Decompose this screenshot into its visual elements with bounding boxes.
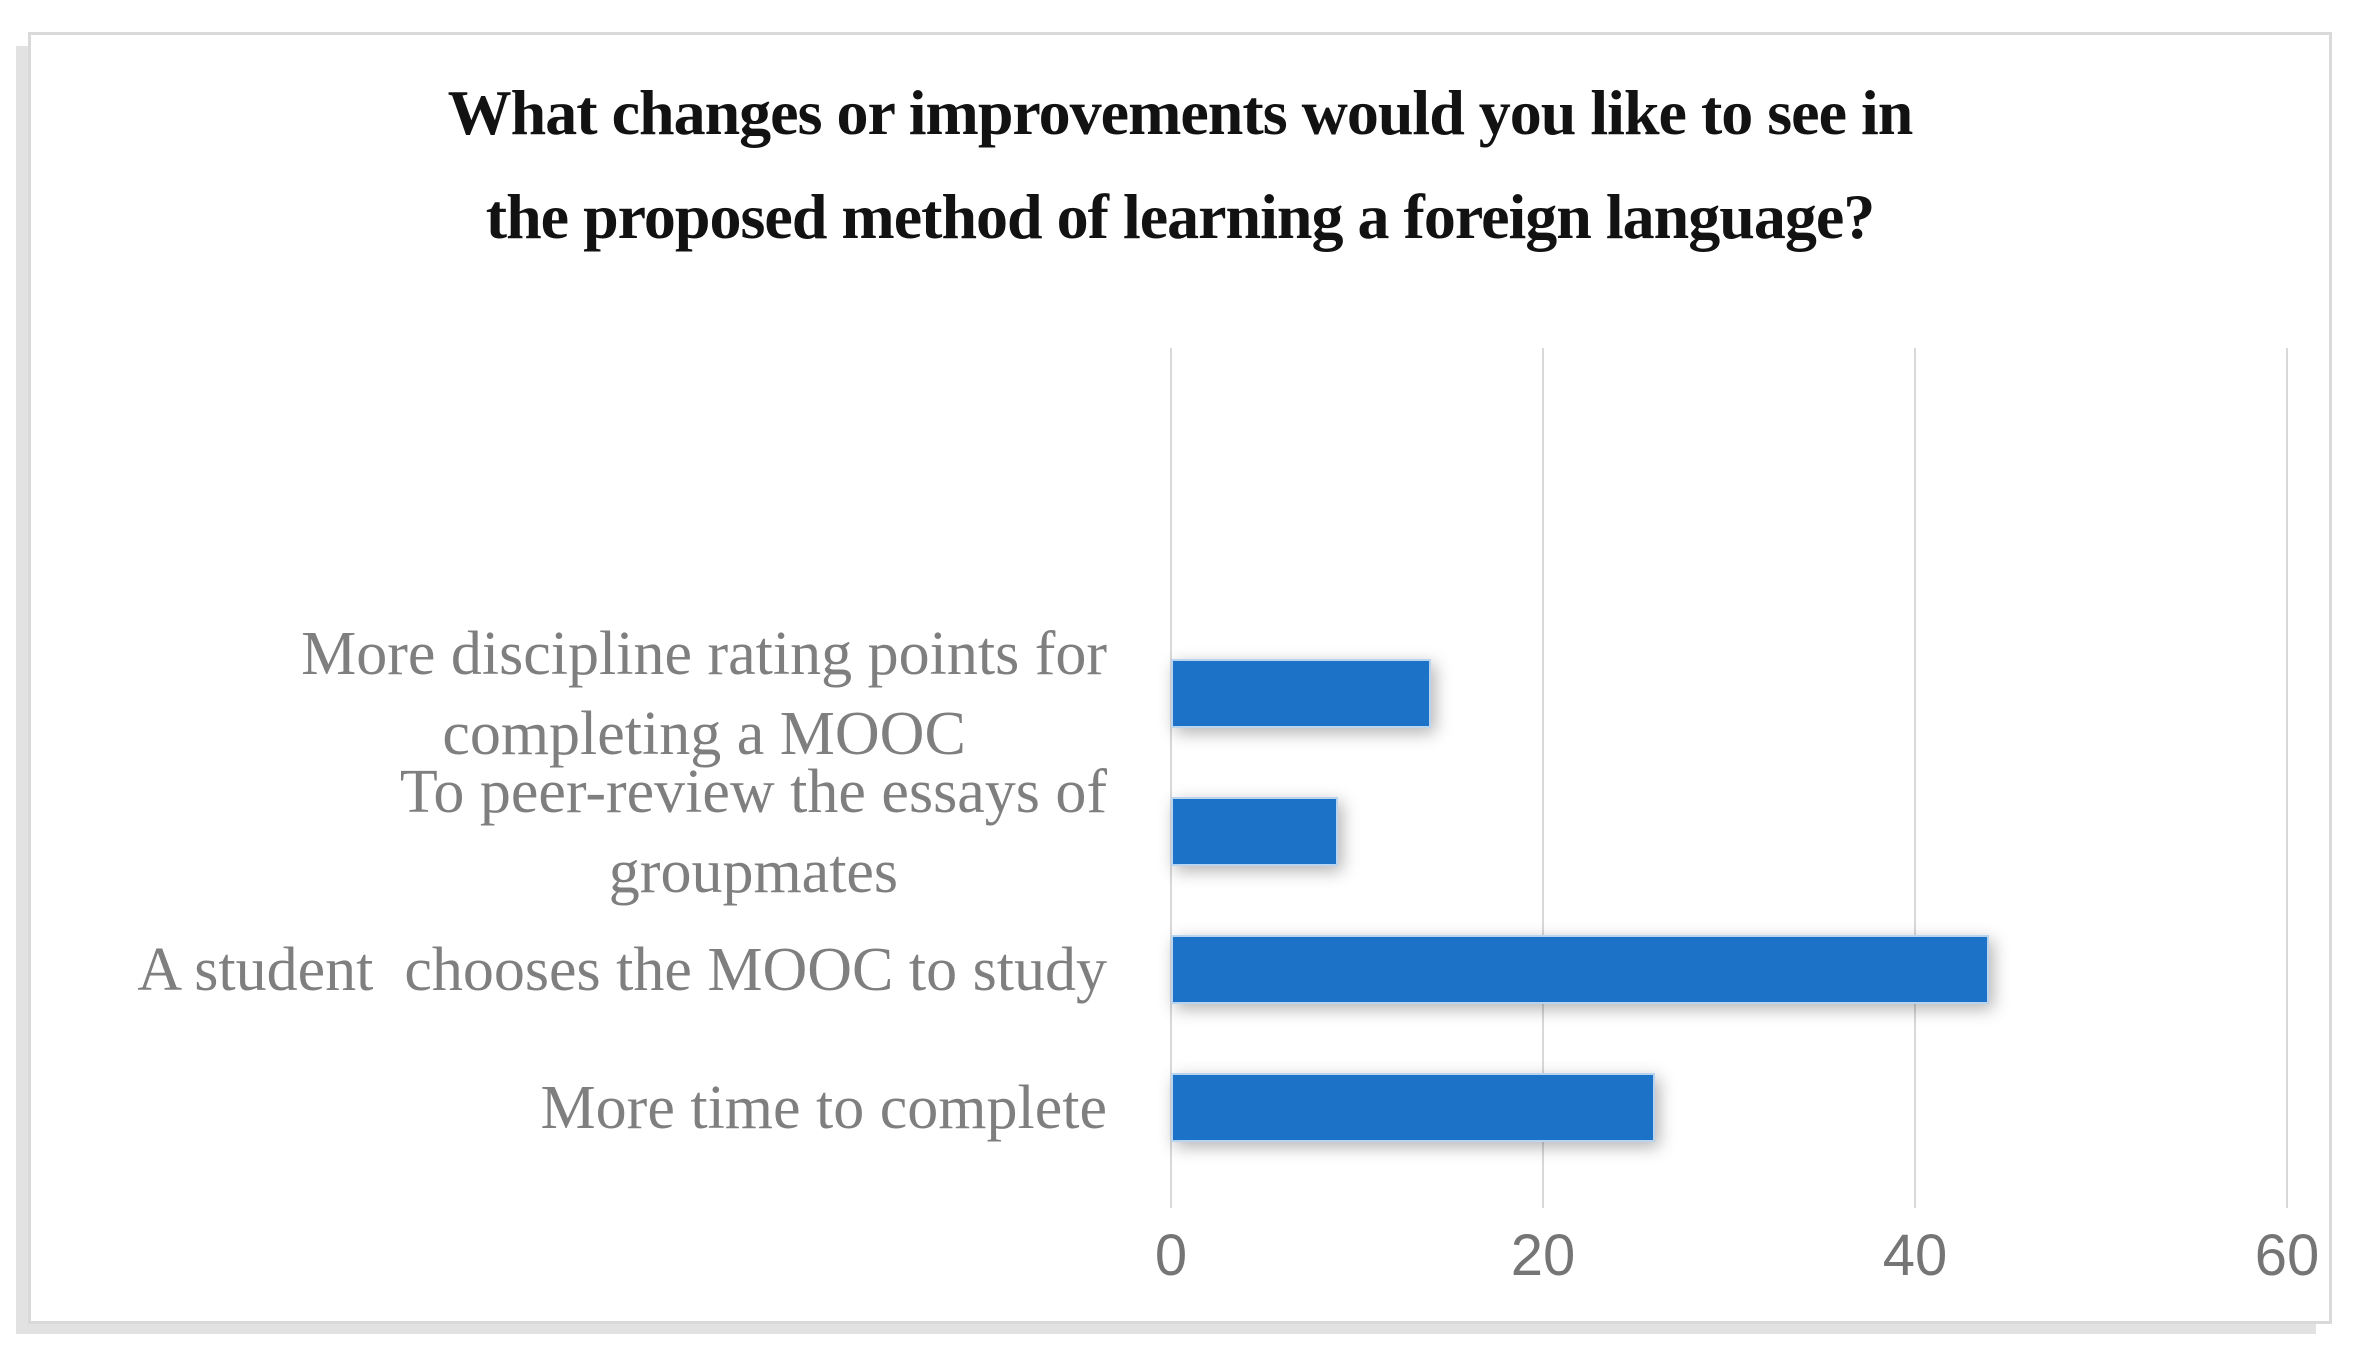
bar-student-chooses-mooc (1171, 935, 1989, 1004)
category-label-student-chooses-mooc: A student chooses the MOOC to study (0, 901, 1107, 1039)
category-label-text: More discipline rating points for comple… (301, 619, 1107, 768)
category-label-text: More time to complete (540, 1073, 1107, 1142)
gridline-x60 (2286, 348, 2288, 1208)
plot-area: More discipline rating points for comple… (31, 35, 2329, 1321)
chart-frame: What changes or improvements would you l… (28, 32, 2332, 1324)
x-tick-label-20: 20 (1510, 1223, 1576, 1288)
gridline-x20 (1542, 348, 1544, 1208)
category-label-more-discipline-rating-points: More discipline rating points for comple… (0, 620, 1107, 768)
bar-more-discipline-rating-points (1171, 659, 1431, 728)
category-label-text: To peer-review the essays of groupmates (399, 757, 1107, 906)
x-tick-label-0: 0 (1154, 1223, 1188, 1288)
chart-title: What changes or improvements would you l… (447, 77, 1914, 252)
bar-more-time-to-complete (1171, 1073, 1655, 1142)
category-label-peer-review-essays: To peer-review the essays of groupmates (0, 758, 1107, 906)
x-tick-label-60: 60 (2254, 1223, 2320, 1288)
bar-peer-review-essays (1171, 797, 1338, 866)
category-label-more-time-to-complete: More time to complete (0, 1039, 1107, 1177)
category-label-text: A student chooses the MOOC to study (137, 935, 1107, 1004)
gridline-x40 (1914, 348, 1916, 1208)
x-tick-label-40: 40 (1882, 1223, 1948, 1288)
gridline-x0 (1170, 348, 1172, 1208)
